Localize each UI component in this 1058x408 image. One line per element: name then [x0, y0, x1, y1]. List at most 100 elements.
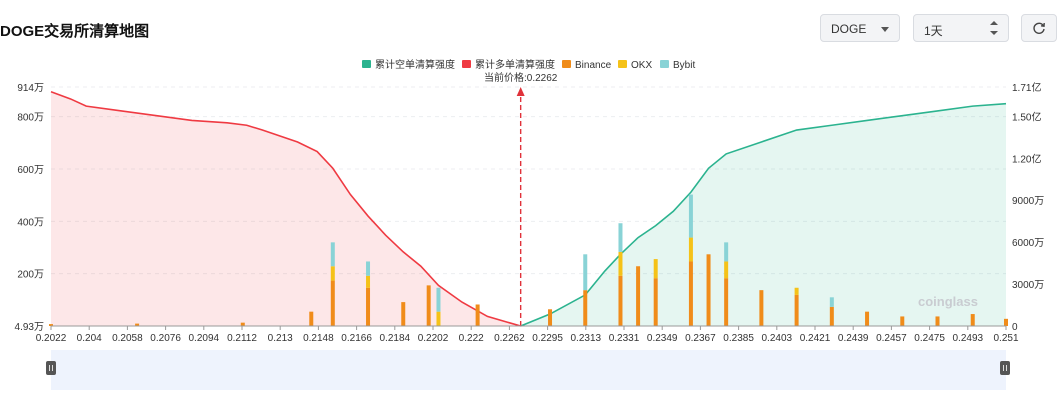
- current-price-arrow: [516, 87, 525, 96]
- binance-bar: [636, 266, 641, 326]
- cumulative-short-area: [520, 103, 1006, 326]
- x-tick-label: 0.2058: [112, 333, 143, 344]
- binance-bar: [49, 324, 53, 326]
- okx-bar: [794, 287, 799, 295]
- binance-bar: [724, 278, 729, 326]
- binance-bar: [309, 311, 314, 326]
- x-tick-label: 0.2262: [494, 333, 525, 344]
- binance-bar: [653, 278, 658, 326]
- binance-bar: [706, 254, 711, 326]
- legend-swatch: [362, 60, 371, 68]
- x-tick-label: 0.2349: [647, 333, 678, 344]
- y-right-tick-label: 1.71亿: [1012, 81, 1041, 94]
- bybit-bar: [829, 297, 834, 307]
- x-tick-label: 0.2166: [341, 333, 372, 344]
- binance-bar: [759, 290, 764, 326]
- watermark-logo: coinglass: [918, 294, 978, 309]
- binance-bar: [475, 304, 480, 326]
- legend-swatch: [660, 60, 669, 68]
- x-tick-label: 0.2184: [380, 333, 411, 344]
- x-tick-label: 0.2202: [418, 333, 449, 344]
- legend-swatch: [618, 60, 627, 68]
- x-tick-label: 0.2148: [303, 333, 334, 344]
- bybit-bar: [688, 194, 693, 238]
- binance-bar: [970, 314, 975, 326]
- range-slider-track[interactable]: [51, 350, 1006, 390]
- cumulative-short-line: [520, 102, 1007, 327]
- binance-bar: [366, 287, 371, 326]
- up-down-arrows-icon: [990, 21, 998, 35]
- binance-bar: [583, 290, 588, 326]
- y-left-tick-label: 400万: [17, 217, 44, 228]
- binance-bar: [794, 294, 799, 326]
- okx-bar: [330, 266, 335, 281]
- y-right-tick-label: 1.20亿: [1012, 152, 1041, 165]
- y-right-tick-label: 1.50亿: [1012, 110, 1041, 123]
- binance-bar: [548, 309, 553, 326]
- y-left-tick-label: 600万: [17, 165, 44, 176]
- refresh-icon: [1033, 22, 1045, 34]
- bybit-bar: [583, 254, 588, 291]
- x-tick-label: 0.2313: [571, 333, 602, 344]
- y-left-tick-label: 200万: [17, 270, 44, 281]
- okx-bar: [366, 275, 371, 288]
- legend-swatch: [462, 60, 471, 68]
- legend-item: 累计多单清算强度: [475, 58, 555, 71]
- y-left-tick-label: 914万: [17, 83, 44, 94]
- legend-item: Binance: [575, 60, 612, 71]
- x-tick-label: 0.2403: [762, 333, 793, 344]
- binance-bar: [900, 316, 905, 326]
- y-right-tick-label: 3000万: [1012, 280, 1044, 291]
- cumulative-long-area: [51, 91, 521, 326]
- legend-swatch: [562, 60, 571, 68]
- range-select[interactable]: 1天: [913, 14, 1009, 42]
- y-right-tick-label: 9000万: [1012, 196, 1044, 207]
- symbol-select[interactable]: DOGE: [820, 14, 900, 42]
- binance-bar: [330, 280, 335, 326]
- bybit-bar: [724, 242, 729, 262]
- x-tick-label: 0.2094: [189, 333, 220, 344]
- x-tick-label: 0.204: [77, 333, 102, 344]
- x-tick-label: 0.2295: [532, 333, 563, 344]
- legend-item: Bybit: [673, 60, 695, 71]
- binance-bar: [1004, 318, 1008, 326]
- symbol-select-value: DOGE: [831, 22, 867, 36]
- cumulative-long-line: [50, 91, 521, 327]
- y-right-tick-label: 0: [1012, 322, 1018, 333]
- x-tick-label: 0.2022: [36, 333, 67, 344]
- binance-bar: [688, 261, 693, 326]
- x-tick-label: 0.2331: [609, 333, 640, 344]
- okx-bar: [724, 261, 729, 279]
- binance-bar: [865, 311, 870, 326]
- liquidation-chart: 当前价格:0.2262 累计空单清算强度 累计多单清算强度 Binance OKX Byb…: [15, 58, 1045, 344]
- binance-bar: [135, 323, 140, 326]
- range-slider-right-handle[interactable]: [1000, 361, 1010, 375]
- x-tick-label: 0.2385: [723, 333, 754, 344]
- x-tick-label: 0.251: [993, 333, 1018, 344]
- okx-bar: [436, 311, 441, 326]
- refresh-button[interactable]: [1021, 14, 1057, 42]
- bybit-bar: [618, 223, 623, 252]
- range-slider-left-handle[interactable]: [46, 361, 56, 375]
- range-select-value: 1天: [924, 24, 943, 38]
- binance-bar: [240, 322, 245, 326]
- bybit-bar: [366, 261, 371, 276]
- x-tick-label: 0.2421: [800, 333, 831, 344]
- x-tick-label: 0.213: [268, 333, 293, 344]
- page-title: DOGE交易所清算地图: [0, 23, 150, 40]
- legend-item: 累计空单清算强度: [375, 58, 455, 71]
- x-tick-label: 0.2493: [953, 333, 984, 344]
- okx-bar: [653, 259, 658, 279]
- chevron-down-icon: [881, 27, 889, 32]
- x-tick-label: 0.2112: [227, 333, 257, 344]
- binance-bar: [829, 306, 834, 326]
- x-tick-label: 0.2076: [150, 333, 181, 344]
- binance-bar: [401, 302, 406, 326]
- x-tick-label: 0.2457: [876, 333, 907, 344]
- legend-item: OKX: [631, 60, 652, 71]
- binance-bar: [935, 316, 940, 326]
- y-right-tick-label: 6000万: [1012, 238, 1044, 249]
- x-tick-label: 0.2439: [838, 333, 869, 344]
- okx-bar: [688, 237, 693, 262]
- x-tick-label: 0.2367: [685, 333, 716, 344]
